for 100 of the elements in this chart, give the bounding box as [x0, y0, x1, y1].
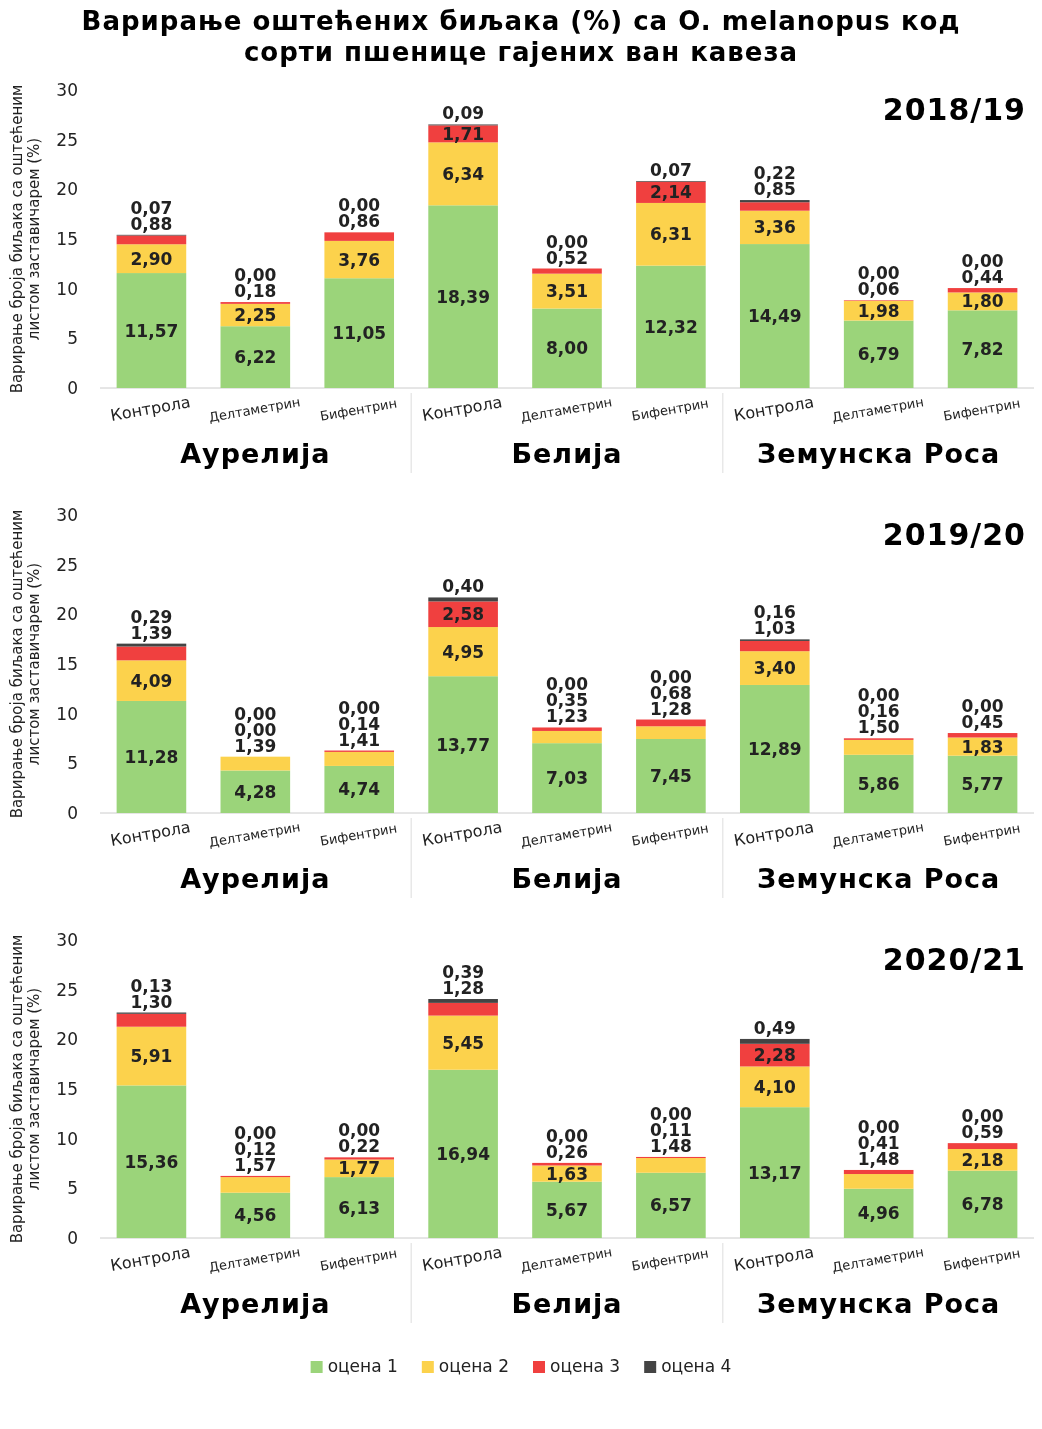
bar	[116, 700, 187, 813]
data-label: 5,77	[961, 774, 1004, 795]
text: Аурелија	[180, 438, 331, 469]
bar	[428, 597, 498, 602]
bar	[428, 1002, 498, 1016]
data-label: 4,74	[338, 779, 381, 800]
x-tick-label: Бифентрин	[318, 820, 399, 849]
data-label: 3,51	[546, 281, 588, 302]
data-label: 5,45	[442, 1032, 485, 1053]
data-label: 4,56	[234, 1205, 277, 1226]
data-label: 1,71	[442, 123, 485, 144]
bar	[532, 1181, 602, 1238]
data-label: 13,17	[747, 1162, 802, 1183]
bar	[843, 739, 914, 755]
data-label: 13,77	[436, 734, 490, 755]
data-label: 4,96	[857, 1203, 900, 1224]
bar	[532, 727, 602, 731]
data-label: 5,67	[546, 1199, 588, 1220]
data-label: 0,39	[442, 962, 485, 982]
data-label: 8,00	[546, 338, 589, 359]
y-tick-label: 30	[56, 79, 78, 100]
text: Земунска Роса	[757, 863, 1001, 894]
y-axis-title: Варирање броја биљака са оштећеним листом заставичарем (%)	[8, 934, 43, 1244]
bar	[739, 1038, 810, 1044]
y-tick-label: 5	[67, 1178, 78, 1199]
bar	[428, 999, 498, 1003]
data-label: 3,76	[338, 249, 381, 270]
x-tick-label: Контрола	[420, 392, 504, 425]
bar	[116, 646, 187, 661]
bar	[947, 755, 1018, 813]
bar	[947, 1170, 1018, 1238]
bar	[324, 232, 395, 241]
data-label: 6,57	[649, 1195, 692, 1216]
bar	[636, 265, 706, 388]
bar	[116, 235, 187, 245]
bar	[532, 730, 602, 744]
bar	[116, 273, 187, 388]
data-label: 6,22	[234, 347, 277, 368]
bar	[947, 1143, 1018, 1149]
y-tick-label: 25	[56, 979, 78, 1000]
data-label: 11,28	[124, 746, 179, 767]
data-label: 0,16	[753, 602, 796, 623]
x-tick-label: Контрола	[108, 1242, 192, 1275]
data-label: 0,13	[130, 975, 173, 996]
legend-label: оцена 2	[438, 1356, 509, 1376]
y-axis-title: Варирање броја биљака са оштећеним листом заставичарем (%)	[8, 84, 43, 394]
y-axis-title: Варирање броја биљака са оштећеним листом заставичарем (%)	[8, 509, 43, 819]
chart-title: Варирање оштећених биљака (%) са O. melanopus код сорти пшенице гајених ван кавеза	[80, 6, 962, 68]
data-label: 4,28	[234, 781, 277, 802]
data-label: 3,36	[753, 217, 796, 238]
data-label: 0,00	[546, 1125, 589, 1146]
bar	[116, 1085, 187, 1238]
bar	[843, 320, 914, 388]
y-tick-label: 15	[56, 1078, 78, 1099]
bar	[739, 244, 810, 388]
data-label: 2,28	[753, 1045, 796, 1066]
y-tick-label: 20	[56, 179, 78, 200]
data-label: 3,40	[753, 658, 796, 679]
bar	[843, 1169, 914, 1175]
data-label: 6,78	[961, 1194, 1004, 1215]
data-label: 15,36	[124, 1151, 179, 1172]
text: Белија	[511, 1288, 623, 1319]
data-label: 5,86	[857, 773, 900, 794]
data-label: 6,31	[649, 224, 692, 245]
y-tick-label: 10	[56, 1128, 78, 1149]
data-label: 0,00	[338, 1120, 381, 1141]
bar	[220, 756, 291, 771]
data-label: 0,00	[857, 1116, 900, 1137]
bar	[739, 640, 810, 652]
legend-label: оцена 1	[327, 1356, 398, 1376]
bar	[947, 288, 1018, 293]
data-label: 12,89	[747, 738, 802, 759]
data-label: 0,40	[442, 576, 485, 597]
bar	[324, 1157, 395, 1160]
y-tick-label: 10	[56, 703, 78, 724]
bar	[532, 743, 602, 813]
y-tick-label: 15	[56, 228, 78, 249]
text: Аурелија	[180, 1288, 331, 1319]
bar	[220, 1177, 291, 1193]
data-label: 11,57	[124, 320, 179, 341]
data-label: 1,83	[961, 736, 1004, 757]
bar	[636, 1172, 706, 1238]
bar	[220, 326, 291, 388]
bar	[428, 205, 498, 388]
text: Аурелија	[180, 863, 331, 894]
data-label: 12,32	[644, 316, 698, 337]
data-label: 4,09	[130, 670, 173, 691]
y-tick-label: 10	[56, 278, 78, 299]
data-label: 0,00	[961, 696, 1004, 717]
y-tick-label: 0	[67, 1227, 78, 1248]
x-tick-label: Бифентрин	[630, 820, 710, 849]
bar	[532, 268, 602, 274]
x-tick-label: Бифентрин	[942, 820, 1022, 849]
chart-subtitle: 2019/20	[882, 517, 1026, 552]
bar	[116, 643, 187, 647]
y-tick-label: 30	[56, 504, 78, 525]
data-label: 0,00	[234, 703, 277, 724]
bar	[324, 278, 395, 388]
data-label: 0,00	[546, 231, 589, 252]
data-label: 0,00	[649, 666, 693, 687]
